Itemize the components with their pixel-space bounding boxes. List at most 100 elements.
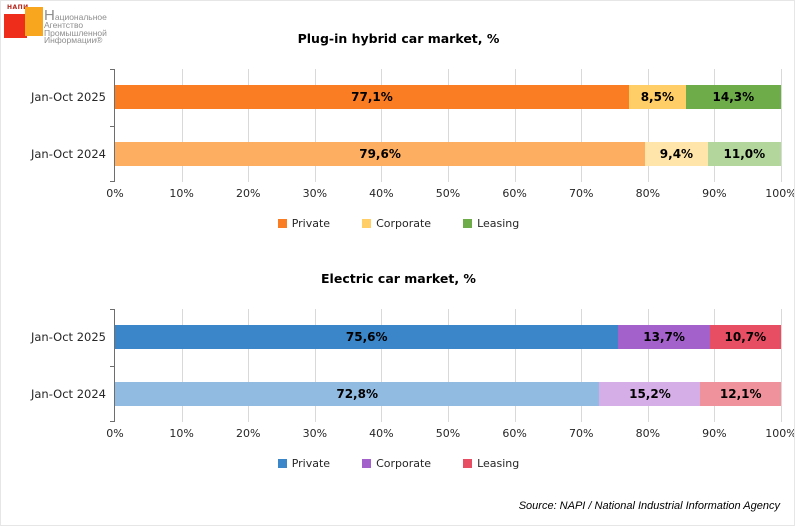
logo-line: Агентство: [44, 19, 84, 30]
plot-area: Jan-Oct 2025 75,6% 13,7% 10,7% Jan-Oct 2024 7…: [31, 309, 794, 440]
gridline: [381, 309, 383, 422]
x-tick-label: 50%: [435, 427, 461, 440]
bar-segment-corporate: 13,7%: [618, 325, 710, 349]
stacked-bar: 75,6% 13,7% 10,7%: [115, 325, 781, 349]
gridline: [581, 69, 583, 182]
x-tick-label: 10%: [169, 187, 194, 200]
x-tick-label: 20%: [235, 427, 261, 440]
stacked-bar: 72,8% 15,2% 12,1%: [115, 382, 781, 406]
gridline: [381, 69, 383, 182]
x-tick-label: 100%: [765, 427, 795, 440]
legend-label: Private: [291, 457, 331, 470]
bar-segment-corporate: 9,4%: [645, 142, 708, 166]
legend-label: Leasing: [477, 217, 520, 230]
gridline: [581, 309, 583, 422]
legend-item-leasing: Leasing: [463, 217, 519, 230]
gridline: [781, 69, 782, 182]
legend-label: Corporate: [376, 457, 432, 470]
logo-line: Национальное: [44, 7, 107, 24]
gridline: [314, 69, 316, 182]
x-tick-label: 70%: [568, 427, 594, 440]
gridline: [314, 309, 316, 422]
legend-label: Corporate: [376, 217, 432, 230]
data-label: 9,4%: [659, 147, 694, 161]
axis-tick: [110, 309, 114, 310]
legend-item-private: Private: [277, 217, 330, 230]
logo-mark-text: НАПИ: [7, 4, 29, 11]
x-tick-label: 30%: [302, 187, 328, 200]
axis-tick: [110, 366, 114, 367]
gridline: [714, 309, 716, 422]
category-label: Jan-Oct 2025: [30, 330, 106, 344]
x-tick-label: 80%: [635, 427, 661, 440]
legend-item-corporate: Corporate: [362, 457, 431, 470]
bar-segment-private: 72,8%: [115, 382, 600, 406]
data-label: 8,5%: [640, 90, 674, 104]
gridline: [248, 69, 250, 182]
bar-segment-private: 79,6%: [115, 142, 646, 166]
legend-swatch-icon: [463, 219, 473, 228]
gridline: [181, 309, 183, 422]
x-tick-label: 0%: [106, 427, 124, 440]
legend-swatch-icon: [277, 219, 287, 228]
x-tick-label: 40%: [369, 427, 394, 440]
data-label: 12,1%: [719, 387, 762, 401]
x-tick-label: 100%: [765, 187, 795, 200]
bar-segment-leasing: 12,1%: [700, 382, 781, 406]
x-tick-label: 50%: [435, 187, 461, 200]
x-tick-label: 90%: [702, 427, 727, 440]
x-axis-labels: 0% 10% 20% 30% 40% 50% 60% 70% 80% 90% 100%: [106, 427, 794, 441]
category-label: Jan-Oct 2024: [30, 387, 106, 401]
x-tick-label: 60%: [502, 187, 527, 200]
bar-segment-corporate: 8,5%: [629, 85, 686, 109]
gridline: [781, 309, 782, 422]
logo-line: Промышленной: [44, 27, 107, 38]
plot-area: Jan-Oct 2025 77,1% 8,5% 14,3% Jan-Oct 2024 79…: [31, 69, 794, 200]
legend-swatch-icon: [277, 459, 287, 468]
stacked-bar: 77,1% 8,5% 14,3%: [115, 85, 781, 109]
axis-tick: [110, 69, 114, 70]
gridline: [647, 309, 649, 422]
bar-segment-leasing: 10,7%: [709, 325, 781, 349]
axis-tick: [110, 126, 114, 127]
bar-segment-corporate: 15,2%: [599, 382, 701, 406]
x-tick-label: 10%: [169, 427, 194, 440]
bar-segment-leasing: 14,3%: [685, 85, 781, 109]
gridline: [647, 69, 649, 182]
data-label: 11,0%: [723, 147, 766, 161]
legend-item-private: Private: [277, 457, 331, 470]
gridline: [448, 69, 449, 182]
source-note: Source: NAPI / National Industrial Infor…: [518, 500, 780, 512]
phev-market-chart: Plug-in hybrid car market, % Jan-Oct 202…: [1, 29, 794, 261]
data-label: 10,7%: [724, 330, 767, 344]
data-label: 79,6%: [359, 147, 401, 161]
x-tick-label: 90%: [702, 187, 727, 200]
legend-item-corporate: Corporate: [362, 217, 431, 230]
gridline: [514, 69, 516, 182]
data-label: 14,3%: [712, 90, 755, 104]
legend-label: Leasing: [477, 457, 520, 470]
x-tick-label: 0%: [106, 187, 124, 200]
logo-line: Информации®: [44, 35, 103, 46]
logo-text: Национальное Агентство Промышленной Инфо…: [44, 7, 107, 46]
gridline: [714, 69, 716, 182]
gridline: [181, 69, 183, 182]
bar-segment-private: 75,6%: [115, 325, 619, 349]
legend-item-leasing: Leasing: [463, 457, 519, 470]
gridline: [448, 309, 449, 422]
x-tick-label: 30%: [302, 427, 328, 440]
category-label: Jan-Oct 2025: [30, 90, 106, 104]
chart-title: Electric car market, %: [321, 271, 476, 286]
logo-orange-square-icon: [25, 7, 43, 36]
legend-swatch-icon: [362, 219, 372, 228]
data-label: 72,8%: [336, 387, 378, 401]
data-label: 13,7%: [643, 330, 685, 344]
axis-tick: [110, 421, 114, 422]
chart-legend: Private Corporate Leasing: [1, 457, 794, 470]
axis-tick: [110, 181, 114, 182]
category-label: Jan-Oct 2024: [30, 147, 106, 161]
x-tick-label: 80%: [635, 187, 661, 200]
electric-market-chart: Electric car market, % Jan-Oct 2025 75,6%…: [1, 269, 794, 501]
stacked-bar: 79,6% 9,4% 11,0%: [115, 142, 781, 166]
